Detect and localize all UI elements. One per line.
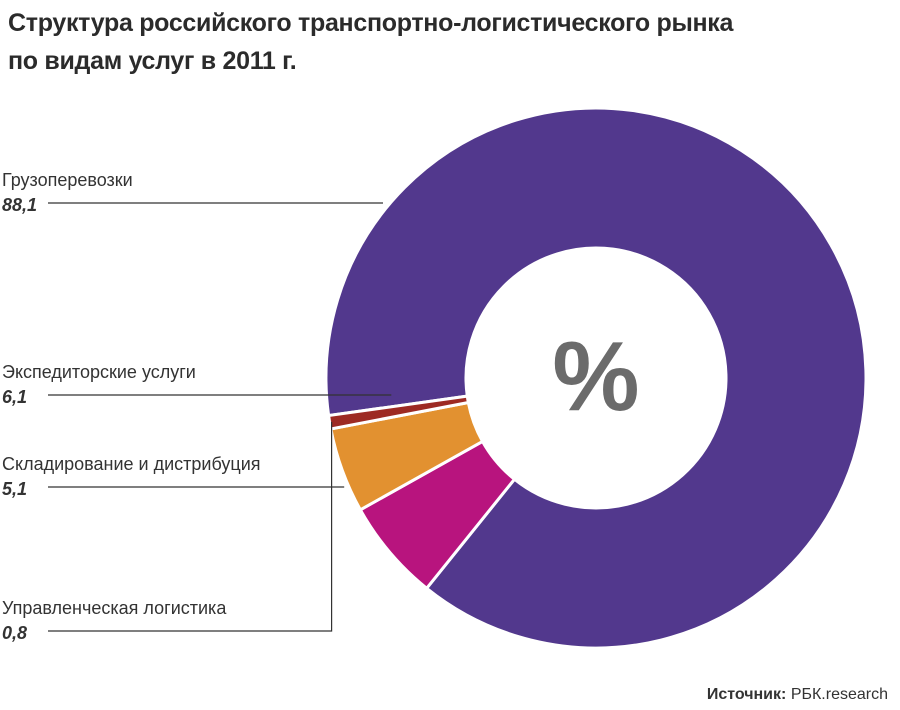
value-label-4: 0,8 (2, 623, 27, 643)
source-note: Источник: РБК.research (707, 686, 888, 704)
donut-slice-1 (324, 106, 868, 650)
center-percent-symbol: % (552, 321, 639, 431)
chart-title-line-2: по видам услуг в 2011 г. (8, 47, 297, 75)
value-label-3: 5,1 (2, 479, 27, 499)
chart-title-line-1: Структура российского транспортно-логист… (8, 9, 734, 37)
source-label: Источник: (706, 686, 787, 703)
chart-title: Структура российского транспортно-логист… (8, 4, 733, 80)
source-value: РБК.research (790, 686, 888, 703)
category-label-4: Управленческая логистика (2, 598, 227, 618)
category-label-2: Экспедиторские услуги (2, 362, 196, 382)
category-label-1: Грузоперевозки (2, 170, 133, 190)
category-label-3: Складирование и дистрибуция (2, 454, 261, 474)
value-label-1: 88,1 (2, 195, 37, 215)
value-label-2: 6,1 (2, 387, 27, 407)
leader-line-4 (48, 421, 333, 632)
donut-slice-4 (326, 394, 471, 431)
